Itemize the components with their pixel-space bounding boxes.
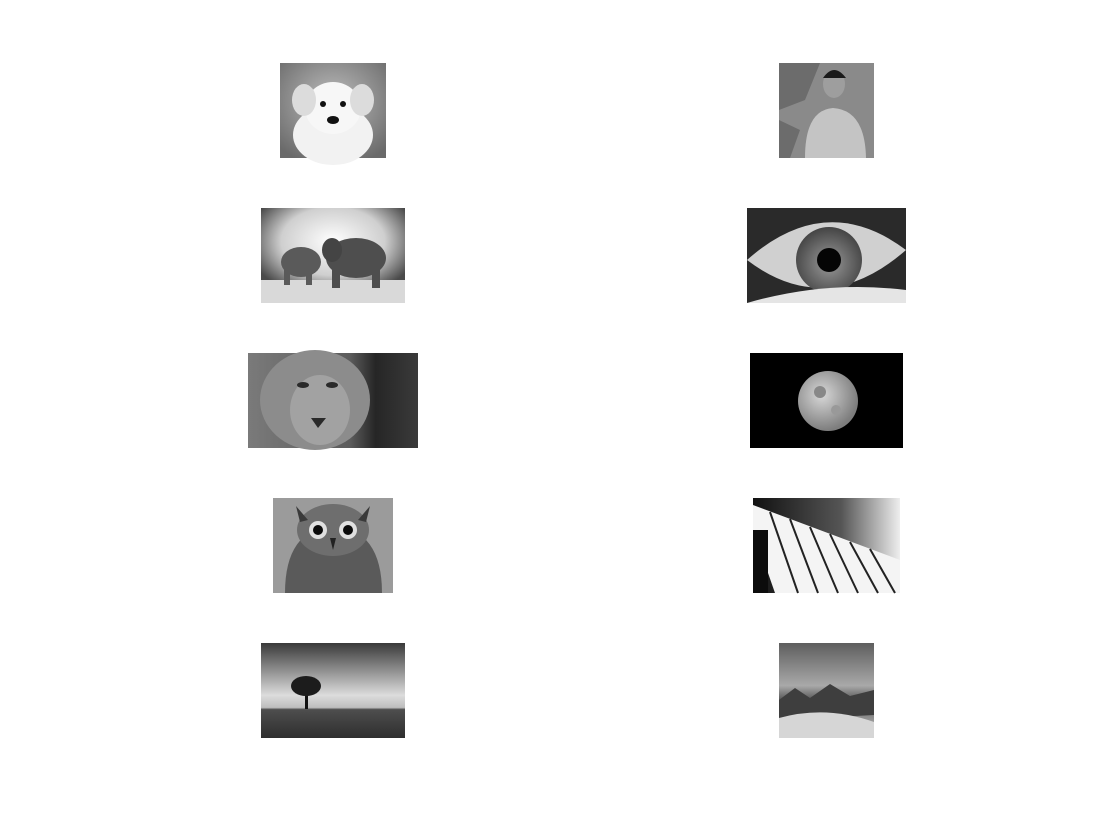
image-shape xyxy=(291,676,321,696)
image-owl xyxy=(273,498,393,593)
image-shape xyxy=(849,541,879,594)
image-shape xyxy=(805,108,866,158)
image-shape xyxy=(284,268,290,285)
image-tree xyxy=(261,643,405,738)
image-shape xyxy=(297,504,369,556)
image-shape xyxy=(769,511,799,594)
image-shape xyxy=(332,266,340,288)
image-shape xyxy=(769,511,896,594)
image-shape xyxy=(779,63,820,158)
image-shape xyxy=(261,280,405,303)
image-man xyxy=(779,63,874,158)
image-shape xyxy=(817,248,841,272)
image-shape xyxy=(290,375,350,445)
image-elephants xyxy=(261,208,405,303)
image-shape xyxy=(340,101,346,107)
image-shape xyxy=(292,84,316,116)
image-eye xyxy=(747,208,906,303)
image-shape xyxy=(350,84,374,116)
image-shape xyxy=(372,266,380,288)
image-piano xyxy=(753,498,900,594)
image-shape xyxy=(779,712,874,738)
image-shape xyxy=(322,238,342,262)
image-shape xyxy=(297,382,309,388)
image-shape xyxy=(296,506,370,522)
image-shape xyxy=(311,418,326,428)
image-shape xyxy=(326,382,338,388)
image-shape xyxy=(747,286,906,303)
image-shape xyxy=(809,526,839,594)
image-puppy xyxy=(280,63,386,165)
image-shape xyxy=(320,101,326,107)
image-shape xyxy=(343,525,353,535)
image-shape xyxy=(313,525,323,535)
image-shape xyxy=(305,690,308,709)
image-shape xyxy=(789,518,819,594)
image-shape xyxy=(823,70,846,78)
image-lion xyxy=(248,350,418,450)
image-shape xyxy=(330,538,336,550)
image-shape xyxy=(869,548,896,594)
image-shape xyxy=(831,405,841,415)
image-shape xyxy=(753,530,768,593)
image-shape xyxy=(261,643,405,738)
image-shape xyxy=(305,82,361,134)
image-shape xyxy=(798,371,858,431)
image-shape xyxy=(306,268,312,285)
image-shape xyxy=(814,386,826,398)
image-shape xyxy=(779,684,874,720)
image-moon xyxy=(750,353,903,448)
image-mountain xyxy=(779,643,874,738)
image-shape xyxy=(327,116,339,124)
image-shape xyxy=(829,533,859,594)
